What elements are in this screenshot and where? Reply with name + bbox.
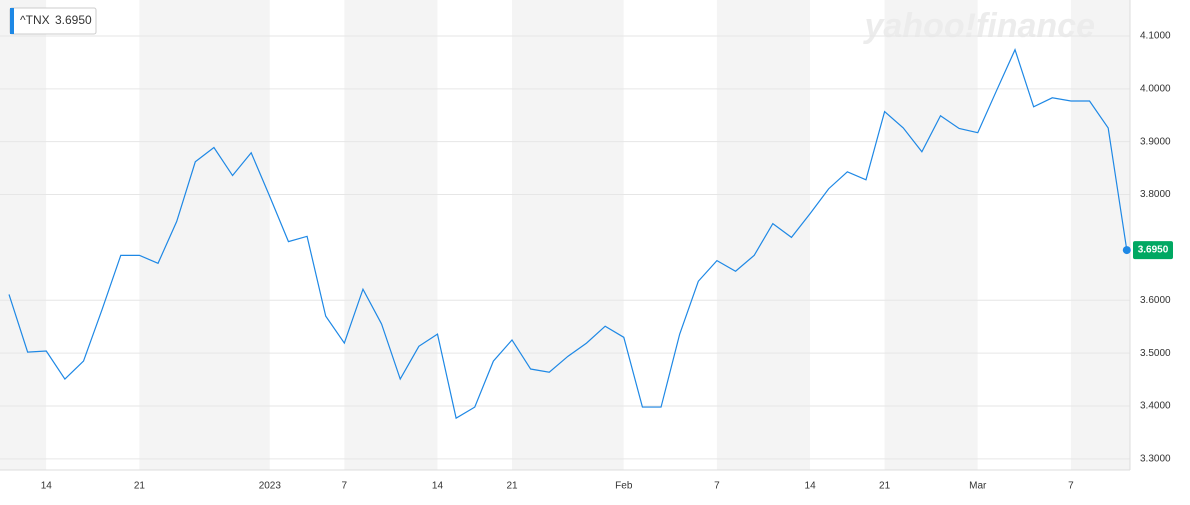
y-tick-label: 4.1000 [1140, 31, 1171, 42]
band [623, 0, 717, 470]
x-tick-label: 7 [714, 481, 720, 492]
band [437, 0, 513, 470]
band [977, 0, 1071, 470]
band [269, 0, 345, 470]
legend-swatch [10, 8, 14, 34]
watermark: yahoo!finance [863, 7, 1095, 45]
price-line [8, 48, 1128, 420]
week-bands [0, 0, 1130, 470]
y-tick-label: 3.9000 [1140, 136, 1171, 147]
x-tick-label: 21 [879, 481, 891, 492]
x-tick-label: 14 [41, 481, 53, 492]
band [46, 0, 140, 470]
band [344, 0, 438, 470]
y-tick-label: 3.8000 [1140, 189, 1171, 200]
price-tag [1133, 241, 1173, 260]
y-tick-label: 3.5000 [1140, 348, 1171, 359]
band [512, 0, 624, 470]
band [884, 0, 978, 470]
x-tick-label: 21 [134, 481, 146, 492]
y-tick-label: 3.4000 [1140, 401, 1171, 412]
x-tick-label: Mar [969, 481, 987, 492]
y-tick-label: 3.6000 [1140, 295, 1171, 306]
legend-price: 3.6950 [55, 13, 92, 27]
band [0, 0, 47, 470]
x-tick-label: 7 [342, 481, 348, 492]
y-tick-label: 4.0000 [1140, 83, 1171, 94]
legend-symbol: ^TNX [20, 13, 50, 27]
band [1070, 0, 1130, 470]
x-tick-label: 7 [1068, 481, 1074, 492]
last-point [1122, 246, 1131, 255]
x-tick-label: Feb [615, 481, 633, 492]
y-tick-label: 3.3000 [1140, 454, 1171, 465]
x-tick-label: 2023 [259, 481, 282, 492]
price-tag-label: 3.6950 [1138, 245, 1169, 256]
x-tick-label: 21 [506, 481, 518, 492]
band [139, 0, 270, 470]
x-tick-label: 14 [432, 481, 444, 492]
x-tick-label: 14 [805, 481, 817, 492]
band [716, 0, 811, 470]
band [810, 0, 885, 470]
